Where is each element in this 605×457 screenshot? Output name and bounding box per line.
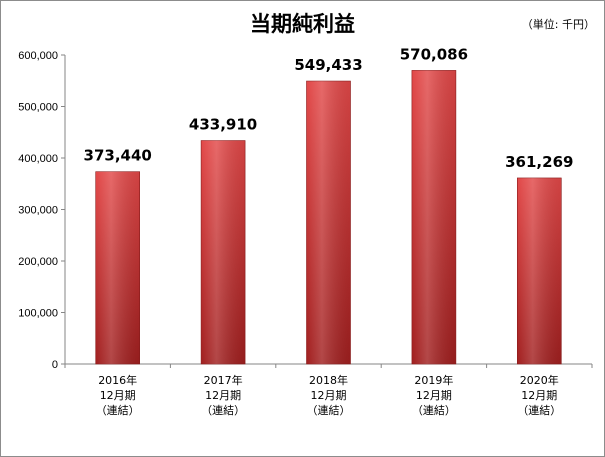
unit-note: （単位: 千円）: [521, 18, 595, 31]
y-tick-label: 0: [52, 359, 58, 371]
x-tick-label: 2017年: [204, 373, 243, 387]
x-tick-label: （連結）: [96, 403, 140, 417]
bar-highlight: [95, 171, 140, 364]
x-tick-label: （連結）: [412, 403, 456, 417]
data-label: 433,910: [189, 116, 257, 134]
bar-highlight: [201, 140, 246, 364]
x-tick-label: 2016年: [98, 373, 137, 387]
data-label: 361,269: [505, 153, 573, 171]
data-label: 373,440: [84, 147, 152, 165]
x-tick-label: 12月期: [205, 389, 241, 402]
x-tick-label: 12月期: [416, 389, 452, 402]
data-label: 570,086: [400, 45, 468, 63]
x-tick-label: 12月期: [100, 389, 136, 402]
x-tick-label: 12月期: [521, 389, 557, 402]
y-tick-label: 300,000: [18, 205, 58, 217]
chart-title: 当期純利益: [250, 12, 355, 36]
bar-highlight: [411, 70, 456, 365]
x-tick-label: （連結）: [517, 403, 561, 417]
bar-highlight: [517, 177, 562, 364]
y-tick-label: 400,000: [18, 153, 58, 165]
data-label: 549,433: [294, 56, 362, 74]
bar-highlight: [306, 81, 351, 365]
x-tick-label: （連結）: [201, 403, 245, 417]
y-tick-label: 200,000: [18, 256, 58, 268]
x-tick-label: 2018年: [309, 373, 348, 387]
y-tick-label: 100,000: [18, 308, 58, 320]
y-tick-label: 600,000: [18, 50, 58, 62]
x-tick-label: 2020年: [520, 373, 559, 387]
x-tick-label: 2019年: [414, 373, 453, 387]
y-tick-label: 500,000: [18, 102, 58, 114]
x-tick-label: 12月期: [311, 389, 347, 402]
x-tick-label: （連結）: [307, 403, 351, 417]
